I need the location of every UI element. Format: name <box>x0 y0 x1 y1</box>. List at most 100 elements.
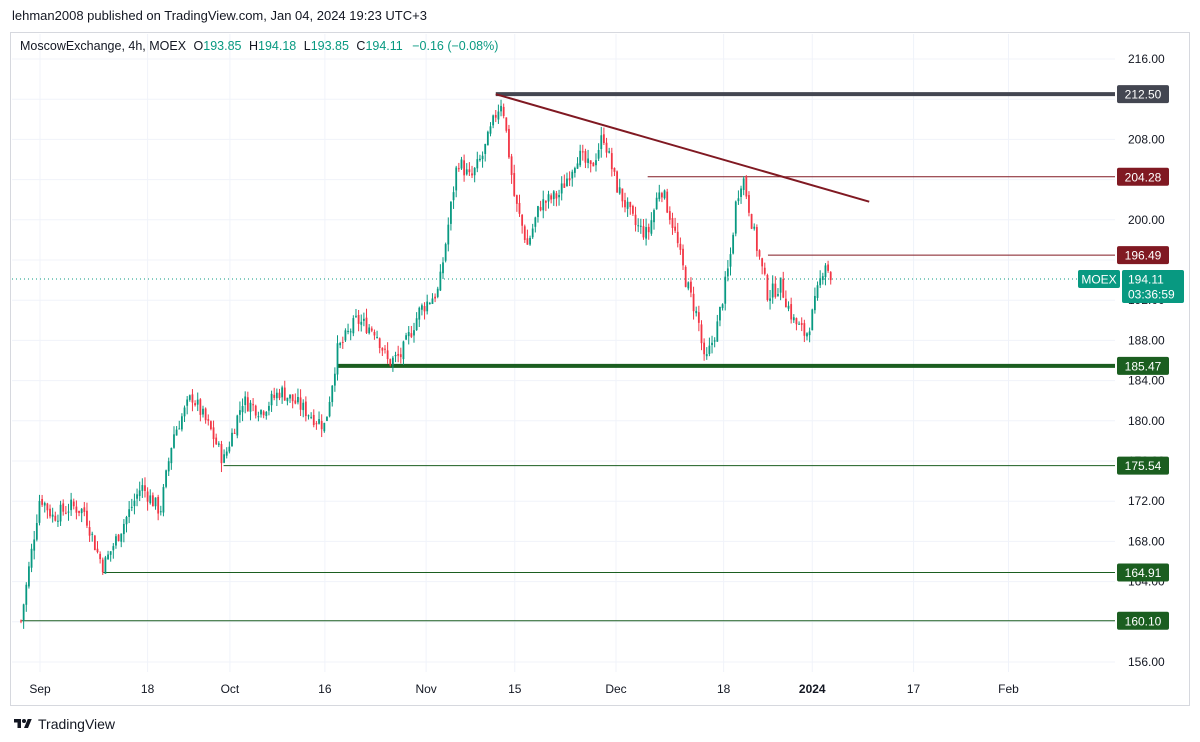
candle-body <box>666 191 669 213</box>
candle-body <box>199 399 202 415</box>
candle-body <box>35 523 38 540</box>
symbol-title[interactable]: MoscowExchange, 4h, MOEX <box>20 39 187 53</box>
candle-body <box>661 193 663 198</box>
candle-body <box>729 254 732 267</box>
footer-brand[interactable]: TradingView <box>12 714 115 734</box>
candle-body <box>748 195 750 213</box>
candle-body <box>178 428 181 430</box>
candle-body <box>505 117 508 131</box>
candle-body <box>133 500 136 507</box>
candle-body <box>589 160 592 164</box>
candle-body <box>402 341 405 360</box>
candle-body <box>576 163 579 169</box>
y-tick-label: 168.00 <box>1128 534 1165 548</box>
level-badge-label: 185.47 <box>1125 359 1162 373</box>
candle-body <box>439 271 442 291</box>
candle-body <box>339 342 342 346</box>
candle-body <box>236 415 239 436</box>
candle-body <box>154 497 157 507</box>
open-key: O <box>193 39 204 53</box>
level-badge <box>1117 85 1169 104</box>
candle-body <box>70 499 73 511</box>
candle-body <box>49 508 51 517</box>
candle-body <box>241 406 244 413</box>
candle-body <box>705 354 708 357</box>
candle-body <box>120 533 123 542</box>
candle-body <box>421 305 423 310</box>
candle-body <box>719 306 721 321</box>
open-value: 193.85 <box>203 39 242 53</box>
y-tick-label: 172.00 <box>1128 494 1165 508</box>
change-value: −0.16 (−0.08%) <box>412 39 499 53</box>
candle-body <box>167 461 170 472</box>
candle-body <box>465 169 468 175</box>
candle-body <box>473 167 476 176</box>
candle-body <box>813 295 816 311</box>
candle-body <box>592 162 595 167</box>
candle-body <box>534 217 537 227</box>
candle-body <box>457 168 460 170</box>
candle-body <box>117 534 120 541</box>
candle-body <box>328 401 331 417</box>
candle-body <box>286 397 289 402</box>
candle-body <box>291 394 294 402</box>
candle-body <box>581 151 584 153</box>
candle-body <box>450 201 452 224</box>
candle-body <box>384 348 386 350</box>
candle-body <box>616 171 618 193</box>
candle-body <box>753 226 756 229</box>
candle-body <box>684 266 687 287</box>
candle-body <box>658 192 661 200</box>
candle-body <box>726 268 729 277</box>
level-badge <box>1117 356 1169 375</box>
candle-body <box>270 393 273 406</box>
level-badge <box>1117 611 1169 630</box>
candle-body <box>33 539 36 551</box>
candle-body <box>231 432 233 447</box>
candle-body <box>829 272 832 281</box>
candle-body <box>481 155 484 160</box>
candle-body <box>787 305 790 309</box>
candle-body <box>344 330 347 341</box>
candle-body <box>634 214 637 226</box>
candle-body <box>304 401 307 417</box>
candle-body <box>360 321 363 325</box>
candle-body <box>460 159 463 169</box>
candle-body <box>136 494 138 499</box>
candle-body <box>518 202 521 214</box>
x-tick-label: 16 <box>318 682 332 696</box>
price-badges: 212.50 204.28 196.49 185.47 175.54 164.91 160.… <box>1078 85 1184 630</box>
candle-body <box>442 262 444 274</box>
candle-body <box>436 288 439 297</box>
candle-body <box>613 167 616 172</box>
candle-body <box>307 415 310 417</box>
candle-body <box>281 387 284 398</box>
trend-line <box>495 93 870 203</box>
candle-body <box>626 201 629 209</box>
y-tick-label: 188.00 <box>1128 333 1165 347</box>
candle-body <box>104 557 107 574</box>
candle-body <box>289 394 291 399</box>
candle-body <box>283 387 286 401</box>
candle-body <box>526 238 529 245</box>
candle-body <box>761 258 764 267</box>
candle-body <box>107 554 109 560</box>
candle-body <box>663 190 666 199</box>
candle-body <box>571 171 574 179</box>
candle-body <box>59 504 62 522</box>
candle-body <box>405 335 407 340</box>
candle-body <box>125 516 128 525</box>
candle-body <box>423 306 426 312</box>
candle-body <box>737 198 740 202</box>
candle-body <box>22 604 25 621</box>
candle-body <box>740 188 742 197</box>
candle-body <box>800 323 803 325</box>
time-axis[interactable]: Sep 18 Oct 16 Nov 15 Dec 18 2024 17 Feb <box>29 682 1019 696</box>
candle-body <box>703 342 706 355</box>
candle-body <box>679 243 682 250</box>
symbol-legend[interactable]: MoscowExchange, 4h, MOEX O193.85 H194.18… <box>20 39 498 53</box>
candle-body <box>341 341 344 343</box>
candle-body <box>46 503 49 511</box>
level-badge-label: 175.54 <box>1125 459 1162 473</box>
